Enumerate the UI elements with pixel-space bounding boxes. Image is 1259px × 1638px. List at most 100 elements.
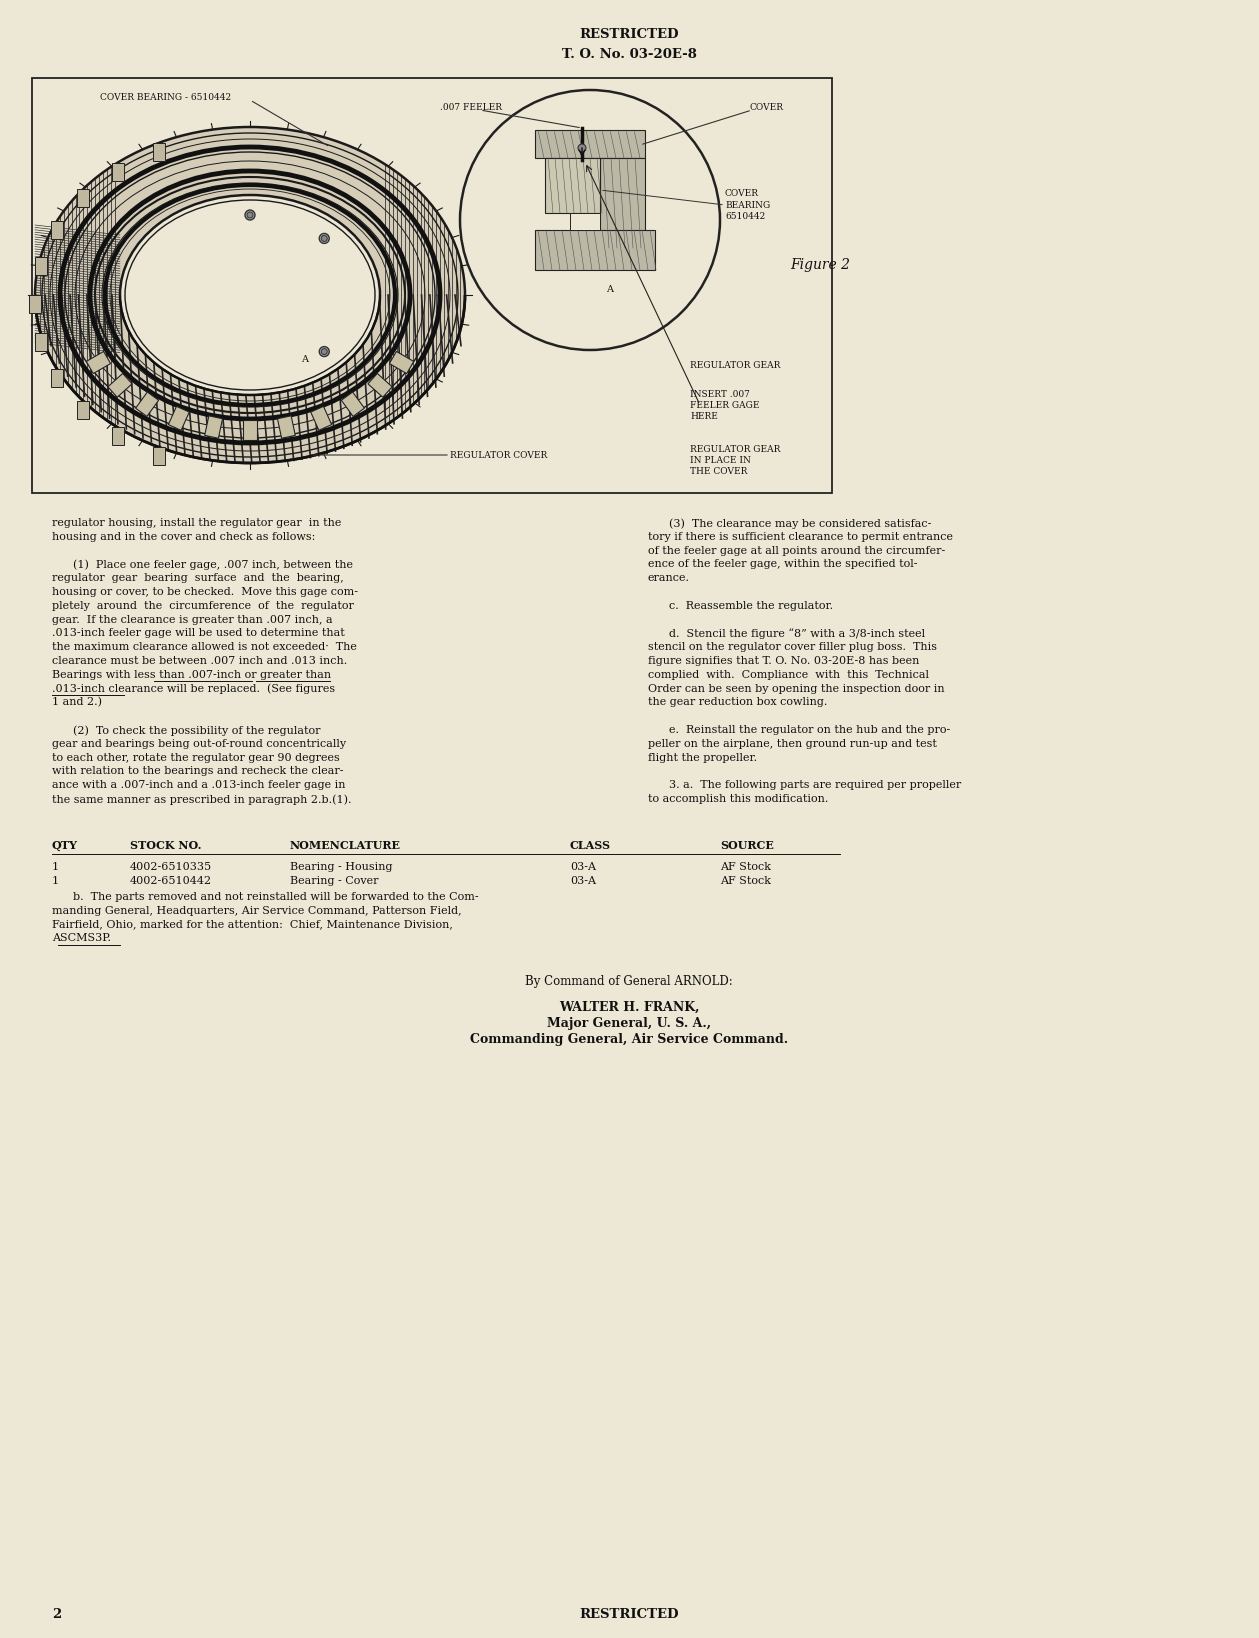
Circle shape xyxy=(321,236,327,241)
Bar xyxy=(50,221,63,239)
Text: 1 and 2.): 1 and 2.) xyxy=(52,698,102,708)
Text: Fairfield, Ohio, marked for the attention:  Chief, Maintenance Division,: Fairfield, Ohio, marked for the attentio… xyxy=(52,919,453,930)
Bar xyxy=(31,79,832,493)
Text: pletely  around  the  circumference  of  the  regulator: pletely around the circumference of the … xyxy=(52,601,354,611)
Text: Commanding General, Air Service Command.: Commanding General, Air Service Command. xyxy=(470,1034,788,1047)
Bar xyxy=(570,213,601,229)
Text: to accomplish this modification.: to accomplish this modification. xyxy=(648,794,828,804)
Circle shape xyxy=(462,92,718,347)
Text: complied  with.  Compliance  with  this  Technical: complied with. Compliance with this Tech… xyxy=(648,670,929,680)
Bar xyxy=(205,416,223,439)
Bar xyxy=(243,419,257,441)
Text: NOMENCLATURE: NOMENCLATURE xyxy=(290,840,402,852)
Text: housing and in the cover and check as follows:: housing and in the cover and check as fo… xyxy=(52,532,315,542)
Text: CLASS: CLASS xyxy=(570,840,611,852)
Bar xyxy=(34,333,47,351)
Text: QTY: QTY xyxy=(52,840,78,852)
Text: COVER BEARING - 6510442: COVER BEARING - 6510442 xyxy=(99,93,232,103)
Text: e.  Reinstall the regulator on the hub and the pro-: e. Reinstall the regulator on the hub an… xyxy=(648,726,951,735)
Bar xyxy=(311,406,331,431)
Text: .013-inch clearance will be replaced.  (See figures: .013-inch clearance will be replaced. (S… xyxy=(52,683,335,695)
Text: c.  Reassemble the regulator.: c. Reassemble the regulator. xyxy=(648,601,833,611)
Text: AF Stock: AF Stock xyxy=(720,862,771,871)
Text: ence of the feeler gage, within the specified tol-: ence of the feeler gage, within the spec… xyxy=(648,560,918,570)
Bar xyxy=(112,162,123,180)
Text: STOCK NO.: STOCK NO. xyxy=(130,840,201,852)
Text: peller on the airplane, then ground run-up and test: peller on the airplane, then ground run-… xyxy=(648,739,937,749)
Text: tory if there is sufficient clearance to permit entrance: tory if there is sufficient clearance to… xyxy=(648,532,953,542)
Bar xyxy=(341,391,364,416)
Text: the gear reduction box cowling.: the gear reduction box cowling. xyxy=(648,698,827,708)
Circle shape xyxy=(460,90,720,351)
Text: Major General, U. S. A.,: Major General, U. S. A., xyxy=(546,1017,711,1030)
Text: d.  Stencil the figure “8” with a 3/8-inch steel: d. Stencil the figure “8” with a 3/8-inc… xyxy=(648,629,925,639)
Text: (2)  To check the possibility of the regulator: (2) To check the possibility of the regu… xyxy=(52,726,321,735)
Bar xyxy=(545,157,601,213)
Ellipse shape xyxy=(35,128,465,464)
Circle shape xyxy=(321,349,327,354)
Text: .013-inch feeler gage will be used to determine that: .013-inch feeler gage will be used to de… xyxy=(52,629,345,639)
Bar xyxy=(154,143,165,161)
Text: 3. a.  The following parts are required per propeller: 3. a. The following parts are required p… xyxy=(648,780,962,790)
Bar xyxy=(34,257,47,275)
Text: By Command of General ARNOLD:: By Command of General ARNOLD: xyxy=(525,975,733,988)
Text: housing or cover, to be checked.  Move this gage com-: housing or cover, to be checked. Move th… xyxy=(52,586,358,596)
Text: COVER
BEARING
6510442: COVER BEARING 6510442 xyxy=(725,190,771,221)
Text: ance with a .007-inch and a .013-inch feeler gage in: ance with a .007-inch and a .013-inch fe… xyxy=(52,780,345,790)
Text: 1: 1 xyxy=(52,876,59,886)
Text: INSERT .007
FEELER GAGE
HERE: INSERT .007 FEELER GAGE HERE xyxy=(690,390,759,421)
Bar xyxy=(50,369,63,387)
Circle shape xyxy=(246,210,256,219)
Text: REGULATOR GEAR
IN PLACE IN
THE COVER: REGULATOR GEAR IN PLACE IN THE COVER xyxy=(690,446,781,477)
Bar xyxy=(535,129,645,157)
Bar xyxy=(389,352,414,373)
Text: WALTER H. FRANK,: WALTER H. FRANK, xyxy=(559,1001,699,1014)
Text: SOURCE: SOURCE xyxy=(720,840,774,852)
Circle shape xyxy=(320,234,330,244)
Text: stencil on the regulator cover filler plug boss.  This: stencil on the regulator cover filler pl… xyxy=(648,642,937,652)
Text: REGULATOR COVER: REGULATOR COVER xyxy=(449,450,548,460)
Text: ASCMS3P.: ASCMS3P. xyxy=(52,934,111,943)
Text: regulator  gear  bearing  surface  and  the  bearing,: regulator gear bearing surface and the b… xyxy=(52,573,344,583)
Circle shape xyxy=(578,144,585,152)
Text: with relation to the bearings and recheck the clear-: with relation to the bearings and rechec… xyxy=(52,767,344,776)
Text: manding General, Headquarters, Air Service Command, Patterson Field,: manding General, Headquarters, Air Servi… xyxy=(52,906,462,916)
Text: flight the propeller.: flight the propeller. xyxy=(648,752,757,763)
Text: erance.: erance. xyxy=(648,573,690,583)
Text: 2: 2 xyxy=(52,1609,62,1622)
Bar xyxy=(277,416,296,439)
Text: AF Stock: AF Stock xyxy=(720,876,771,886)
Text: (3)  The clearance may be considered satisfac-: (3) The clearance may be considered sati… xyxy=(648,518,932,529)
Text: Bearings with less than .007-inch or greater than: Bearings with less than .007-inch or gre… xyxy=(52,670,331,680)
Circle shape xyxy=(320,347,330,357)
Bar xyxy=(112,428,123,446)
Bar xyxy=(368,373,392,398)
Bar xyxy=(87,352,111,373)
Circle shape xyxy=(247,211,253,218)
Bar xyxy=(136,391,159,416)
Text: gear.  If the clearance is greater than .007 inch, a: gear. If the clearance is greater than .… xyxy=(52,614,332,624)
Text: Figure 2: Figure 2 xyxy=(789,259,850,272)
Text: the maximum clearance allowed is not exceeded·  The: the maximum clearance allowed is not exc… xyxy=(52,642,356,652)
Bar xyxy=(535,229,655,270)
Text: COVER: COVER xyxy=(750,103,784,111)
Text: regulator housing, install the regulator gear  in the: regulator housing, install the regulator… xyxy=(52,518,341,527)
Text: .007 FEELER: .007 FEELER xyxy=(439,103,502,111)
Text: Bearing - Cover: Bearing - Cover xyxy=(290,876,379,886)
Text: RESTRICTED: RESTRICTED xyxy=(579,28,679,41)
Text: 03-A: 03-A xyxy=(570,876,596,886)
Ellipse shape xyxy=(120,195,380,395)
Text: (1)  Place one feeler gage, .007 inch, between the: (1) Place one feeler gage, .007 inch, be… xyxy=(52,560,353,570)
Text: clearance must be between .007 inch and .013 inch.: clearance must be between .007 inch and … xyxy=(52,655,347,667)
Bar xyxy=(169,406,189,431)
Text: Bearing - Housing: Bearing - Housing xyxy=(290,862,393,871)
Text: the same manner as prescribed in paragraph 2.b.(1).: the same manner as prescribed in paragra… xyxy=(52,794,351,804)
Text: A: A xyxy=(607,285,613,295)
Bar xyxy=(154,447,165,465)
Bar xyxy=(77,190,89,208)
Bar xyxy=(601,157,645,247)
Bar xyxy=(29,295,42,313)
Text: 4002-6510335: 4002-6510335 xyxy=(130,862,212,871)
Text: T. O. No. 03-20E-8: T. O. No. 03-20E-8 xyxy=(562,49,696,62)
Text: RESTRICTED: RESTRICTED xyxy=(579,1609,679,1622)
